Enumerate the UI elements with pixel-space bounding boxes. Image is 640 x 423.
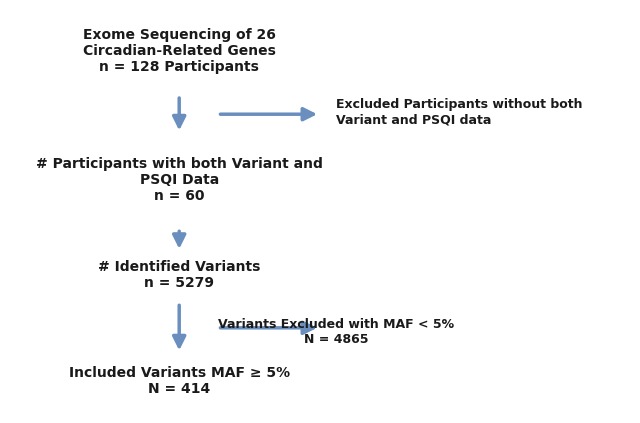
Text: Exome Sequencing of 26
Circadian-Related Genes
n = 128 Participants: Exome Sequencing of 26 Circadian-Related… — [83, 27, 276, 74]
Text: Variants Excluded with MAF < 5%
N = 4865: Variants Excluded with MAF < 5% N = 4865 — [218, 318, 454, 346]
Text: Included Variants MAF ≥ 5%
N = 414: Included Variants MAF ≥ 5% N = 414 — [68, 365, 290, 396]
Text: Excluded Participants without both
Variant and PSQI data: Excluded Participants without both Varia… — [336, 98, 582, 126]
Text: # Identified Variants
n = 5279: # Identified Variants n = 5279 — [98, 260, 260, 290]
Text: # Participants with both Variant and
PSQI Data
n = 60: # Participants with both Variant and PSQ… — [36, 157, 323, 203]
